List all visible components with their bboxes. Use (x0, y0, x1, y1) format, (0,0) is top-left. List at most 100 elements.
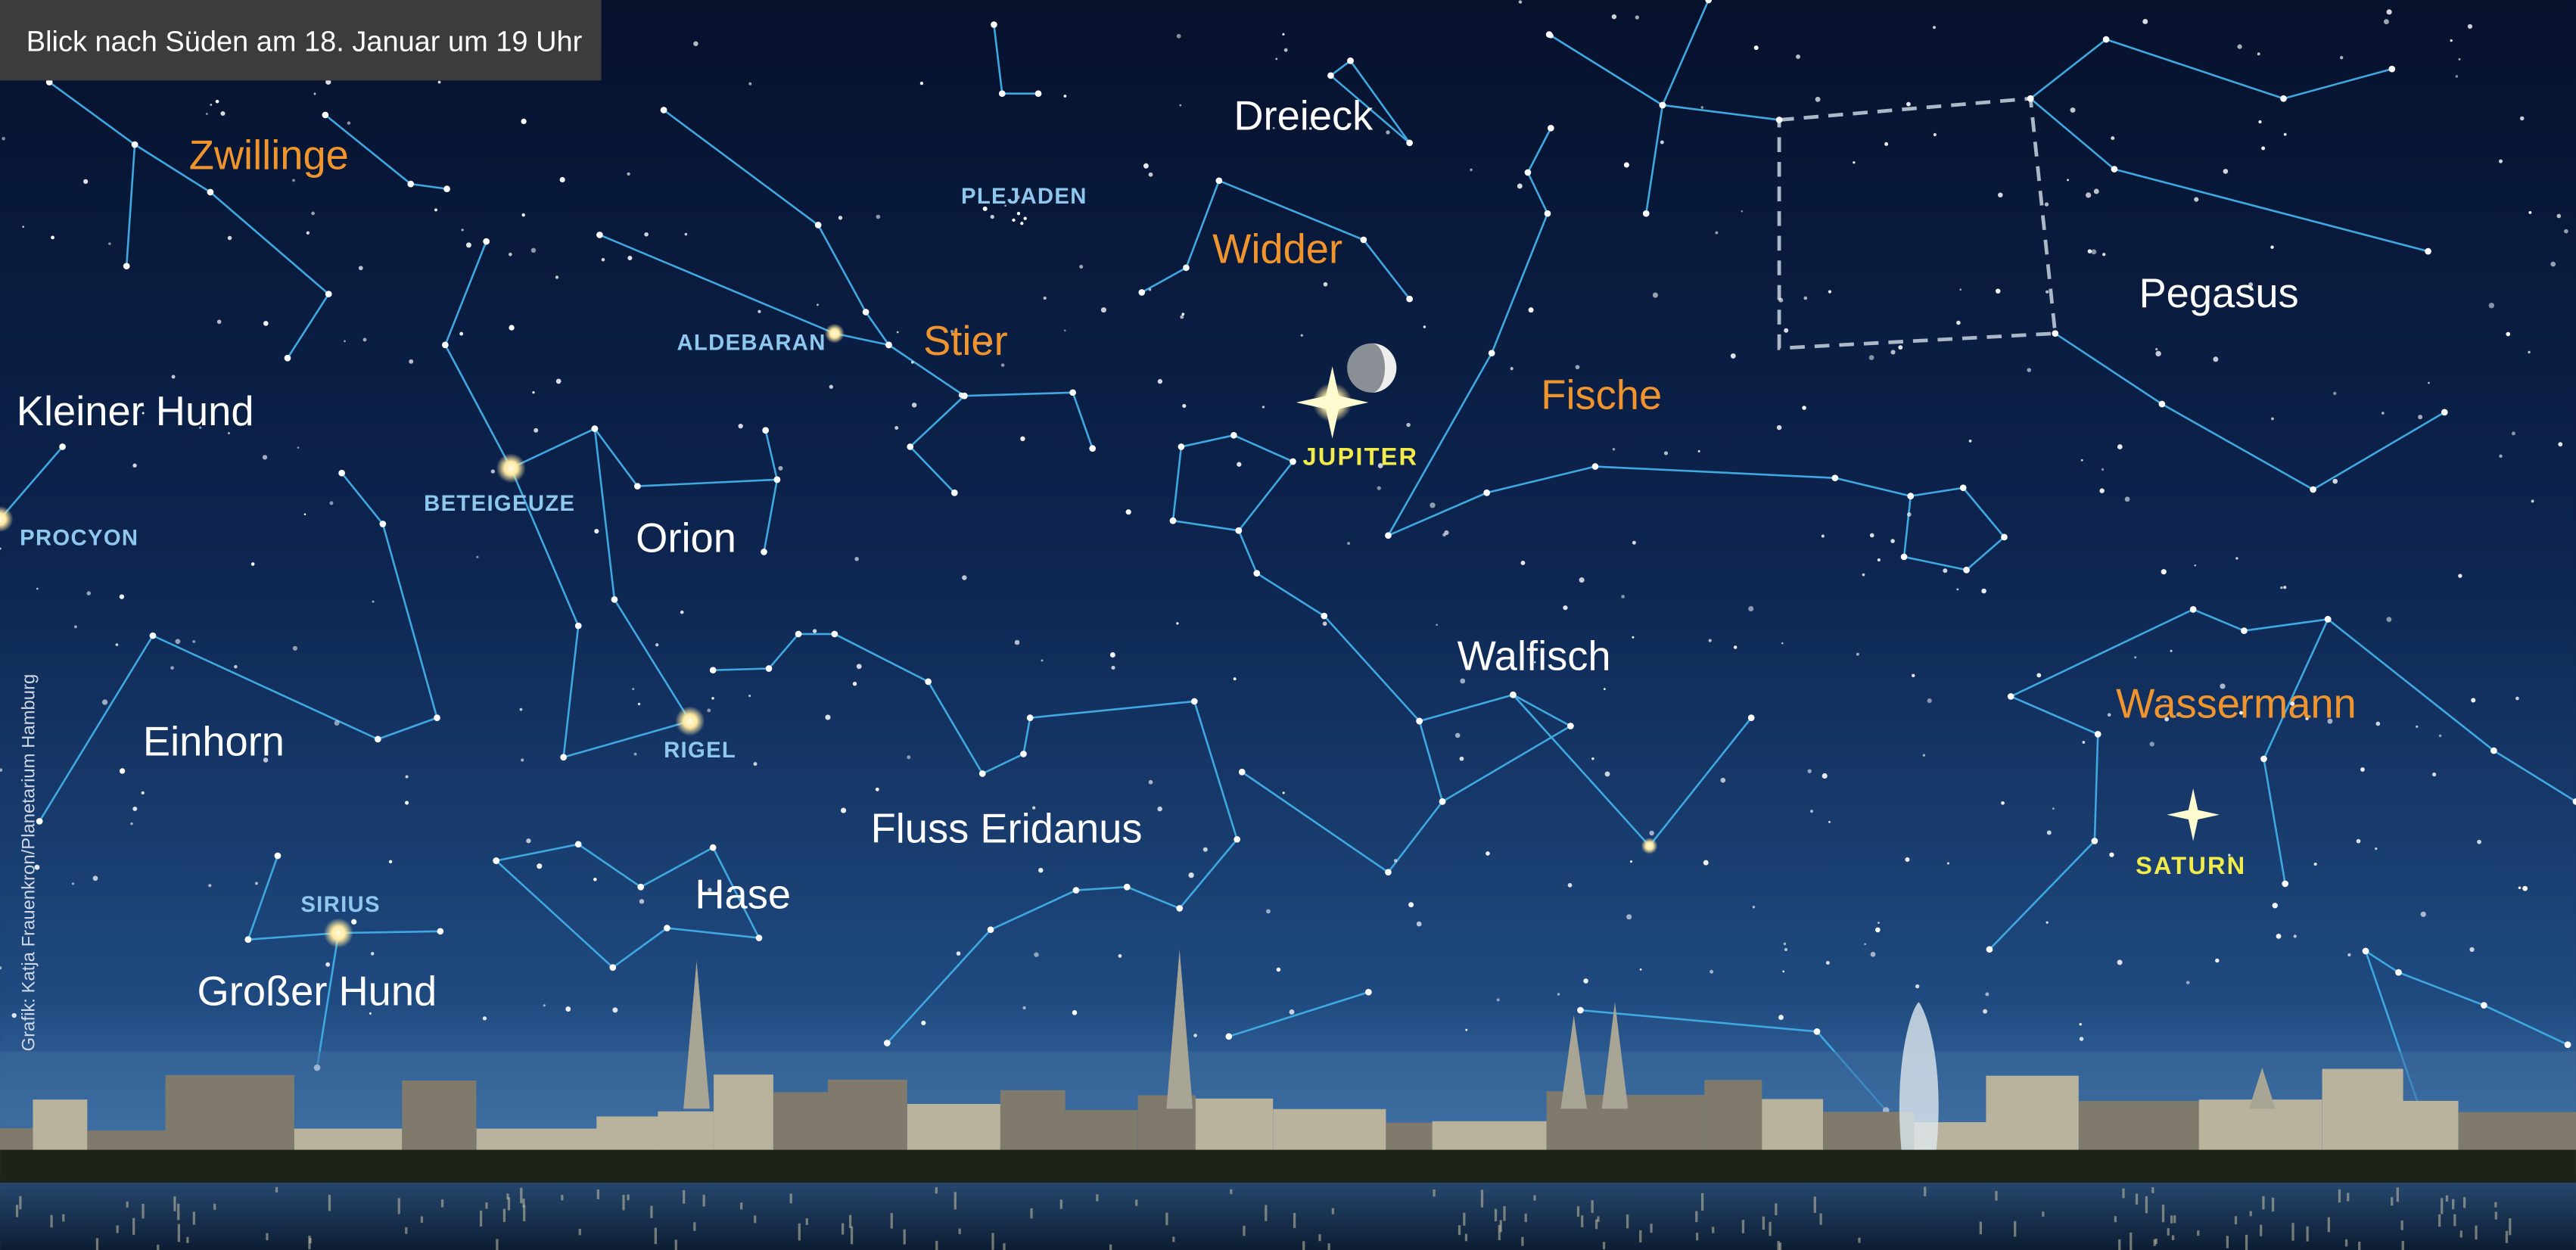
faint-star (2067, 179, 2069, 181)
reflection (740, 1202, 742, 1209)
faint-star (132, 464, 136, 468)
faint-star (120, 768, 125, 773)
faint-star (627, 256, 632, 260)
faint-star (1653, 293, 1658, 298)
faint-star (83, 179, 88, 184)
reflection (1503, 1206, 1505, 1221)
faint-star (462, 229, 464, 231)
planet-label: JUPITER (1303, 443, 1419, 470)
faint-star (1001, 363, 1005, 367)
faint-star (438, 81, 441, 84)
faint-star (1022, 1006, 1025, 1009)
faint-star (1394, 859, 1398, 863)
reflection (627, 1195, 629, 1201)
reflection (2306, 1227, 2308, 1242)
reflection (1495, 1209, 1497, 1221)
star (634, 483, 641, 490)
faint-star (2506, 332, 2510, 337)
faint-star (829, 385, 833, 389)
faint-star (2520, 117, 2525, 121)
faint-star (531, 248, 536, 253)
faint-star (1423, 325, 1426, 328)
reflection (798, 1224, 801, 1241)
star (1510, 692, 1517, 698)
reflection (1701, 1193, 1703, 1211)
faint-star (1430, 502, 1435, 508)
faint-star (292, 179, 295, 182)
faint-star (1915, 984, 1919, 988)
reflection (579, 1229, 581, 1235)
reflection (1779, 1242, 1781, 1250)
faint-star (1497, 998, 1500, 1001)
faint-star (1275, 58, 1277, 61)
star (322, 112, 329, 119)
faint-star (347, 121, 351, 125)
star (815, 222, 822, 229)
faint-star (2518, 887, 2521, 889)
faint-star (1460, 757, 1464, 761)
reflection (2452, 1199, 2454, 1209)
faint-star (520, 708, 523, 711)
star (1226, 1033, 1233, 1040)
star (437, 928, 444, 935)
faint-star (560, 177, 565, 182)
faint-star (1277, 968, 1281, 972)
faint-star (1784, 948, 1787, 951)
faint-star (1591, 757, 1594, 760)
faint-star (2001, 801, 2005, 805)
faint-star (991, 215, 994, 219)
faint-star (1110, 652, 1115, 658)
faint-star (334, 720, 340, 726)
reflection (266, 1233, 268, 1241)
faint-star (555, 275, 558, 278)
faint-star (1796, 54, 1800, 59)
reflection (851, 1227, 853, 1245)
faint-star (894, 426, 898, 430)
faint-star (1118, 954, 1122, 958)
reflection (1924, 1186, 1926, 1196)
faint-star (1956, 589, 1958, 591)
faint-star (2384, 19, 2389, 24)
reflection (2145, 1196, 2148, 1213)
star (2425, 248, 2431, 255)
star (1525, 169, 1532, 176)
faint-star (1179, 104, 1181, 107)
reflection (1980, 1221, 1982, 1234)
faint-star (1912, 674, 1915, 677)
reflection (849, 1215, 851, 1228)
reflection (1639, 1230, 1641, 1242)
faint-star (108, 242, 111, 245)
bright-star (675, 706, 705, 735)
faint-star (1934, 133, 1937, 136)
faint-star (2080, 1037, 2084, 1041)
faint-star (1698, 450, 1700, 452)
star (1907, 493, 1914, 499)
faint-star (2459, 58, 2461, 61)
faint-star (1985, 993, 1989, 997)
faint-star (1782, 970, 1784, 972)
star (1406, 296, 1413, 303)
reflection (622, 1195, 624, 1210)
faint-star (1632, 636, 1634, 639)
reflection (2401, 1220, 2403, 1230)
reflection (520, 1188, 522, 1203)
star (245, 936, 252, 943)
faint-star (1754, 45, 1759, 50)
star (961, 393, 968, 400)
faint-star (491, 469, 495, 473)
faint-star (1905, 857, 1909, 862)
star (1385, 869, 1392, 875)
faint-star (1486, 851, 1490, 856)
faint-star (2550, 262, 2556, 267)
star (1577, 1007, 1584, 1014)
reflection (2338, 1189, 2341, 1202)
star (2111, 166, 2118, 173)
faint-star (2557, 214, 2562, 219)
planet-label: SATURN (2136, 852, 2246, 879)
star (2395, 969, 2402, 976)
faint-star (534, 428, 538, 433)
faint-star (602, 258, 605, 261)
faint-star (1101, 307, 1106, 312)
faint-star (234, 665, 238, 669)
reflection (2235, 1216, 2237, 1224)
